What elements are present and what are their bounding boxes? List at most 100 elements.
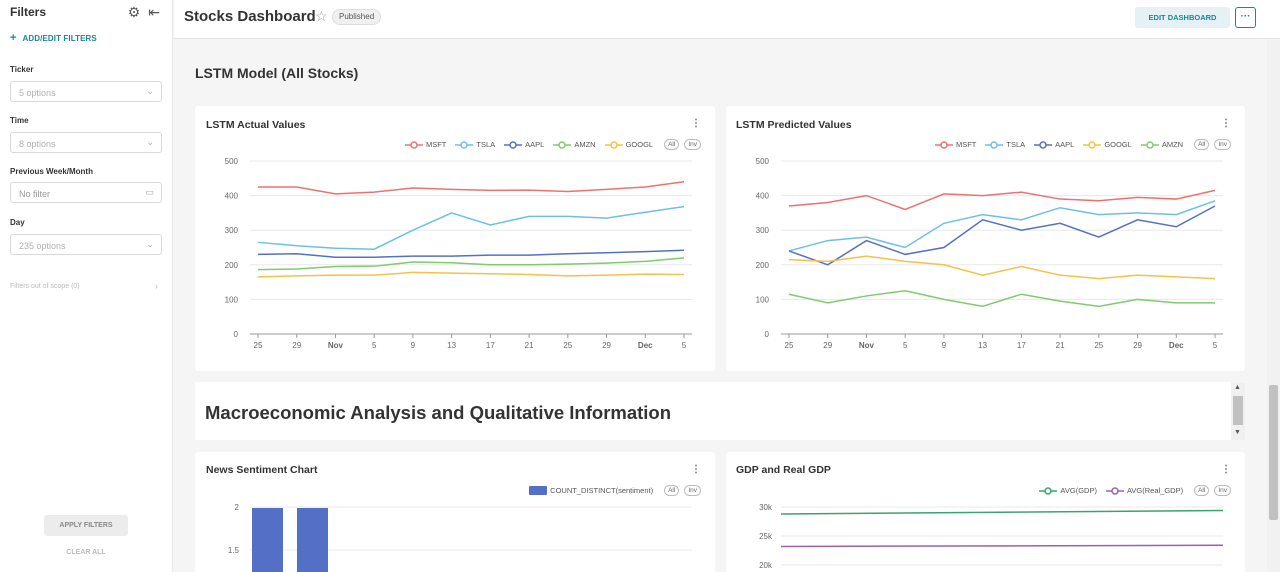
- legend-item[interactable]: AVG(GDP): [1039, 486, 1097, 495]
- legend-line-marker: [1083, 140, 1102, 149]
- legend-line-marker: [934, 140, 953, 149]
- x-tick-label: 5: [1213, 341, 1218, 350]
- macro-title: Macroeconomic Analysis and Qualitative I…: [205, 402, 672, 423]
- chart-title: LSTM Actual Values: [206, 119, 306, 131]
- sidebar-icons: ⚙ ⇤: [128, 4, 160, 21]
- filters-out-of-scope[interactable]: Filters out of scope (0) ›: [10, 281, 160, 291]
- legend-item[interactable]: GOOGL: [1083, 140, 1132, 149]
- legend-item[interactable]: TSLA: [985, 140, 1025, 149]
- star-icon[interactable]: ☆: [315, 8, 328, 24]
- line-chart-gdp: 30k 25k 20k: [759, 503, 1224, 570]
- x-tick-label: 13: [447, 341, 456, 350]
- series-line-googl: [257, 271, 685, 278]
- legend-all-button[interactable]: All: [1194, 485, 1210, 496]
- scroll-up-icon[interactable]: ▲: [1234, 384, 1241, 391]
- legend-item[interactable]: TSLA: [455, 140, 495, 149]
- filter-select-time[interactable]: 8 options ⌄: [10, 132, 162, 153]
- page-scroll-thumb[interactable]: [1269, 385, 1278, 520]
- y-tick-label: 20k: [759, 561, 773, 570]
- collapse-icon[interactable]: ⇤: [148, 4, 160, 20]
- legend-item[interactable]: AMZN: [553, 140, 596, 149]
- y-tick-label: 100: [225, 295, 239, 304]
- legend-inv-button[interactable]: Inv: [684, 485, 701, 496]
- chart-legend: COUNT_DISTINCT(sentiment) All Inv: [529, 485, 701, 496]
- chart-title: LSTM Predicted Values: [736, 119, 852, 131]
- filter-value-previous: No filter: [19, 189, 51, 199]
- chart-legend: AVG(GDP) AVG(Real_GDP) All Inv: [1039, 485, 1231, 496]
- kebab-menu-icon[interactable]: ⋮: [1221, 464, 1231, 475]
- macro-header-card: Macroeconomic Analysis and Qualitative I…: [195, 382, 1231, 440]
- legend-item[interactable]: AAPL: [504, 140, 544, 149]
- scroll-thumb[interactable]: [1233, 396, 1243, 425]
- legend-item[interactable]: AAPL: [1034, 140, 1074, 149]
- legend-item[interactable]: MSFT: [934, 140, 976, 149]
- kebab-menu-icon[interactable]: ⋮: [691, 464, 701, 475]
- macro-scrollbar[interactable]: ▲ ▼: [1231, 383, 1245, 440]
- legend-all-button[interactable]: All: [664, 139, 680, 150]
- chevron-down-icon: ⌄: [146, 137, 154, 147]
- line-chart-predicted: 0 100 200 300 400 500 25 29 Nov 5 9 13 17 21 25 29 Dec 5: [756, 157, 1223, 350]
- y-tick-label: 500: [756, 157, 770, 166]
- filter-select-ticker[interactable]: 5 options ⌄: [10, 81, 162, 102]
- x-tick-label: 25: [254, 341, 263, 350]
- x-tick-label: 29: [292, 341, 301, 350]
- add-edit-filters-button[interactable]: + ADD/EDIT FILTERS: [10, 32, 97, 44]
- x-tick-label: Dec: [638, 341, 653, 350]
- scroll-down-icon[interactable]: ▼: [1234, 429, 1241, 436]
- filter-select-day[interactable]: 235 options ⌄: [10, 234, 162, 255]
- legend-label: GOOGL: [1104, 140, 1132, 149]
- y-tick-label: 300: [756, 226, 770, 235]
- legend-item[interactable]: AVG(Real_GDP): [1105, 486, 1183, 495]
- series-line-avg(gdp): [780, 509, 1224, 515]
- series-line-msft: [258, 181, 685, 195]
- legend-inv-button[interactable]: Inv: [1214, 139, 1231, 150]
- legend-label: AVG(GDP): [1060, 486, 1097, 495]
- legend-line-marker: [504, 140, 523, 149]
- clear-all-button[interactable]: CLEAR ALL: [66, 549, 106, 556]
- legend-label: TSLA: [476, 140, 496, 149]
- legend-line-marker: [1034, 140, 1053, 149]
- kebab-menu-icon[interactable]: ⋮: [1221, 118, 1231, 129]
- legend-item[interactable]: AMZN: [1140, 140, 1183, 149]
- series-line-amzn: [788, 289, 1215, 308]
- legend-label: TSLA: [1006, 140, 1026, 149]
- legend-line-marker: [1039, 486, 1058, 495]
- chevron-down-icon: ⌄: [146, 86, 154, 96]
- legend-line-marker: [985, 140, 1004, 149]
- chart-title: News Sentiment Chart: [206, 464, 318, 476]
- y-tick-label: 200: [756, 261, 770, 270]
- filter-input-previous[interactable]: No filter ▭: [10, 182, 162, 203]
- filter-value-time: 8 options: [19, 139, 56, 149]
- legend-inv-button[interactable]: Inv: [1214, 485, 1231, 496]
- page-scrollbar[interactable]: [1267, 40, 1280, 572]
- legend-line-marker: [455, 140, 474, 149]
- legend-item[interactable]: MSFT: [404, 140, 446, 149]
- y-tick-label: 1.5: [228, 546, 240, 555]
- legend-all-button[interactable]: All: [1194, 139, 1210, 150]
- legend-swatch: [529, 486, 548, 495]
- kebab-menu-icon[interactable]: ⋮: [691, 118, 701, 129]
- x-tick-label: 9: [942, 341, 947, 350]
- bar: [252, 508, 283, 572]
- chart-card-actual: LSTM Actual Values ⋮ MSFT TSLA AAPL AMZN GOO…: [195, 106, 715, 371]
- chart-legend: MSFT TSLA AAPL GOOGL AMZN All Inv: [934, 139, 1231, 150]
- series-line-amzn: [257, 257, 685, 271]
- x-tick-label: Nov: [328, 341, 344, 350]
- edit-dashboard-button[interactable]: EDIT DASHBOARD: [1135, 7, 1230, 28]
- gear-icon[interactable]: ⚙: [127, 4, 141, 20]
- legend-item[interactable]: COUNT_DISTINCT(sentiment): [529, 486, 653, 495]
- x-tick-label: 25: [785, 341, 794, 350]
- filter-label-previous: Previous Week/Month: [10, 167, 93, 176]
- more-options-button[interactable]: ···: [1235, 7, 1256, 28]
- filter-label-ticker: Ticker: [10, 65, 34, 74]
- legend-item[interactable]: GOOGL: [604, 140, 654, 149]
- x-tick-label: 17: [486, 341, 495, 350]
- x-tick-label: 29: [823, 341, 832, 350]
- legend-all-button[interactable]: All: [664, 485, 680, 496]
- y-tick-label: 25k: [759, 532, 773, 541]
- legend-label: AAPL: [1055, 140, 1075, 149]
- apply-filters-button[interactable]: APPLY FILTERS: [44, 515, 128, 536]
- legend-inv-button[interactable]: Inv: [684, 139, 701, 150]
- legend-label: GOOGL: [625, 140, 654, 149]
- chart-card-predicted: LSTM Predicted Values ⋮ MSFT TSLA AAPL GOOG…: [726, 106, 1245, 371]
